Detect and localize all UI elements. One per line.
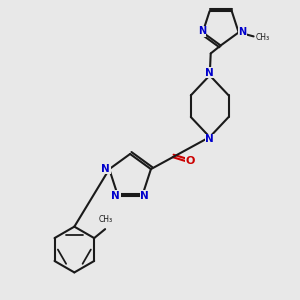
Text: CH₃: CH₃ xyxy=(255,33,269,42)
Text: CH₃: CH₃ xyxy=(99,215,113,224)
Text: N: N xyxy=(205,68,214,78)
Text: N: N xyxy=(238,27,246,37)
Text: N: N xyxy=(198,26,206,36)
Text: N: N xyxy=(101,164,110,173)
Text: N: N xyxy=(140,191,149,201)
Text: N: N xyxy=(205,134,214,144)
Text: N: N xyxy=(111,191,120,201)
Text: O: O xyxy=(185,156,195,166)
